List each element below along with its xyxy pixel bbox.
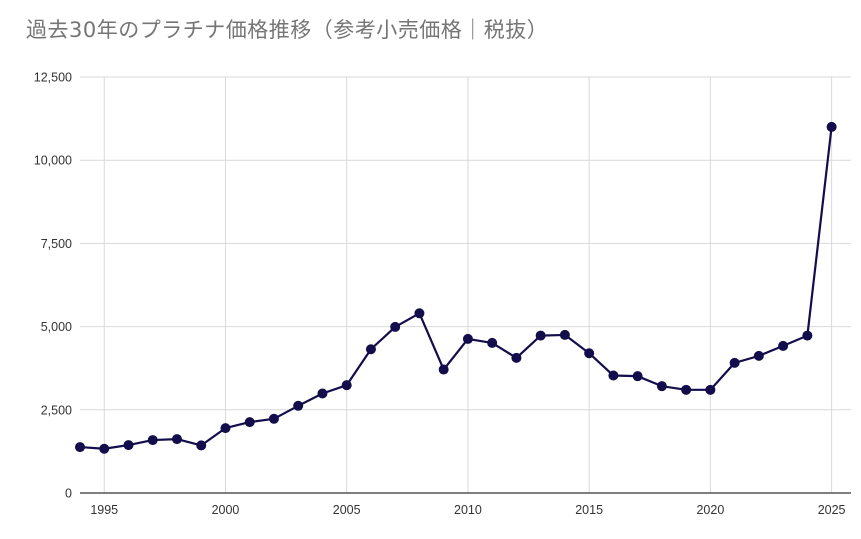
data-point bbox=[341, 380, 352, 391]
y-tick-label: 0 bbox=[65, 487, 72, 501]
data-point bbox=[535, 330, 546, 341]
data-point bbox=[608, 370, 619, 381]
series-lines bbox=[79, 126, 833, 450]
data-point bbox=[390, 321, 401, 332]
data-point bbox=[705, 384, 716, 395]
tick-labels: 0 2,500 5,000 7,500 10,000 12,500 1995 2000 2005… bbox=[34, 71, 846, 518]
series-line bbox=[79, 126, 833, 450]
data-point bbox=[778, 340, 789, 351]
data-point bbox=[293, 400, 304, 411]
data-points bbox=[75, 121, 837, 454]
x-tick-label: 2010 bbox=[454, 503, 482, 517]
x-tick-label: 2005 bbox=[333, 503, 361, 517]
data-point bbox=[729, 357, 740, 368]
data-point bbox=[462, 333, 473, 344]
data-point bbox=[414, 308, 425, 319]
y-tick-label: 12,500 bbox=[34, 71, 72, 85]
data-point bbox=[487, 337, 498, 348]
data-point bbox=[171, 434, 182, 445]
x-tick-label: 2000 bbox=[212, 503, 240, 517]
data-point bbox=[244, 417, 255, 428]
data-point bbox=[511, 352, 522, 363]
data-point bbox=[681, 384, 692, 395]
x-tick-label: 1995 bbox=[90, 503, 118, 517]
data-point bbox=[559, 329, 570, 340]
gridlines bbox=[80, 76, 851, 493]
data-point bbox=[438, 364, 449, 375]
data-point bbox=[220, 423, 231, 434]
data-point bbox=[147, 435, 158, 446]
data-point bbox=[75, 442, 85, 453]
y-tick-label: 10,000 bbox=[34, 154, 72, 168]
x-tick-label: 2015 bbox=[575, 503, 603, 517]
x-tick-label: 2025 bbox=[818, 503, 846, 517]
chart-title: 過去30年のプラチナ価格推移（参考小売価格｜税抜） bbox=[26, 18, 549, 42]
data-point bbox=[123, 440, 134, 451]
data-point bbox=[99, 443, 110, 454]
data-point bbox=[268, 413, 279, 424]
y-tick-label: 2,500 bbox=[41, 403, 72, 417]
data-point bbox=[802, 330, 813, 341]
data-point bbox=[753, 350, 764, 361]
data-point bbox=[632, 371, 643, 382]
data-point bbox=[317, 388, 328, 399]
data-point bbox=[584, 348, 595, 359]
y-tick-label: 7,500 bbox=[41, 237, 72, 251]
data-point bbox=[826, 121, 837, 132]
x-tick-label: 2020 bbox=[696, 503, 724, 517]
data-point bbox=[656, 381, 667, 392]
data-point bbox=[196, 440, 207, 451]
y-tick-label: 5,000 bbox=[41, 320, 72, 334]
data-point bbox=[365, 344, 376, 355]
